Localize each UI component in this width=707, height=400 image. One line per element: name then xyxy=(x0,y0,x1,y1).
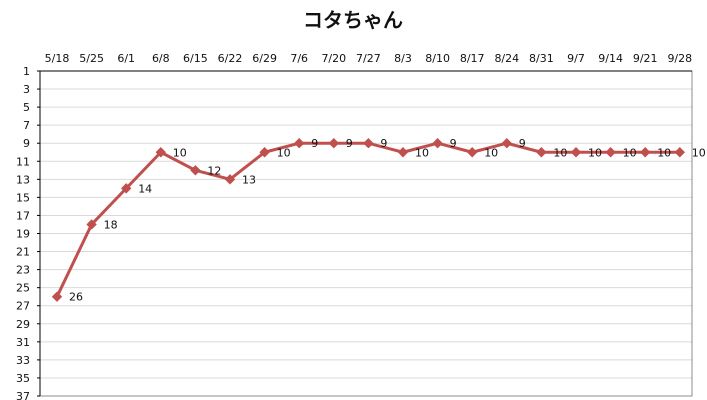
axis-layer xyxy=(37,70,693,397)
data-point xyxy=(51,291,63,302)
y-tick-label: 31 xyxy=(16,336,30,349)
data-label: 10 xyxy=(623,146,637,159)
data-label: 10 xyxy=(692,146,706,159)
y-tick-label: 1 xyxy=(23,65,30,78)
x-tick-label: 7/6 xyxy=(290,52,308,65)
data-label: 10 xyxy=(588,146,602,159)
data-point xyxy=(259,147,270,158)
x-tick-label: 5/18 xyxy=(45,52,70,65)
data-label: 9 xyxy=(380,137,387,150)
x-tick-label: 6/29 xyxy=(252,52,277,65)
y-tick-label: 15 xyxy=(16,191,30,204)
data-label: 12 xyxy=(207,164,221,177)
data-label: 18 xyxy=(104,218,118,231)
y-tick-label: 21 xyxy=(16,246,30,259)
data-point xyxy=(190,165,201,176)
data-label: 10 xyxy=(415,146,429,159)
data-point xyxy=(224,174,236,185)
data-point xyxy=(570,147,582,158)
data-point xyxy=(293,138,305,149)
x-tick-label: 5/25 xyxy=(79,52,104,65)
data-label: 9 xyxy=(311,137,318,150)
x-tick-label: 8/31 xyxy=(529,52,554,65)
chart-title: コタちゃん xyxy=(303,8,403,32)
label-layer: 26 18 14 10 12 13 10 9 9 9 10 9 10 9 10 10 10 10 10 xyxy=(69,137,706,303)
data-label: 10 xyxy=(657,146,671,159)
x-tick-label: 9/21 xyxy=(633,52,658,65)
y-tick-label: 7 xyxy=(23,119,30,132)
x-tick-label: 6/15 xyxy=(183,52,208,65)
x-tick-label: 8/24 xyxy=(494,52,519,65)
data-label: 9 xyxy=(450,137,457,150)
data-label: 10 xyxy=(173,146,187,159)
y-tick-label: 37 xyxy=(16,390,30,400)
data-point xyxy=(466,147,478,158)
data-label: 10 xyxy=(484,146,498,159)
y-tick-label: 25 xyxy=(16,282,30,295)
x-tick-label: 6/22 xyxy=(218,52,243,65)
data-label: 9 xyxy=(346,137,353,150)
data-label: 9 xyxy=(519,137,526,150)
data-point xyxy=(432,138,443,149)
data-point xyxy=(397,147,409,158)
y-tick-label: 5 xyxy=(23,101,30,114)
y-tick-label: 29 xyxy=(16,318,30,331)
data-label: 10 xyxy=(553,146,567,159)
grid-layer xyxy=(40,70,692,397)
data-point xyxy=(120,183,132,194)
data-point xyxy=(155,147,167,158)
data-point xyxy=(605,147,616,158)
data-label: 10 xyxy=(277,146,291,159)
data-label: 13 xyxy=(242,173,256,186)
data-point xyxy=(328,138,340,149)
y-tick-label: 3 xyxy=(23,83,30,96)
y-tick-label: 11 xyxy=(16,155,30,168)
x-tick-label: 8/17 xyxy=(460,52,485,65)
x-tick-label: 6/8 xyxy=(152,52,170,65)
x-tick-label: 9/7 xyxy=(567,52,585,65)
y-tick-label: 23 xyxy=(16,264,30,277)
data-label: 26 xyxy=(69,291,83,304)
x-tick-label: 9/14 xyxy=(598,52,623,65)
data-point xyxy=(363,138,374,149)
y-tick-label: 33 xyxy=(16,354,30,367)
x-tick-label: 8/10 xyxy=(425,52,450,65)
x-tick-label: 6/1 xyxy=(117,52,135,65)
y-tick-label: 17 xyxy=(16,209,30,222)
data-point xyxy=(86,219,97,230)
x-tick-layer: 5/18 5/25 6/1 6/8 6/15 6/22 6/29 7/6 7/20 7/27 8/3… xyxy=(45,52,693,65)
data-point xyxy=(501,138,513,149)
y-tick-label: 35 xyxy=(16,372,30,385)
y-tick-label: 9 xyxy=(23,137,30,150)
x-tick-label: 8/3 xyxy=(394,52,412,65)
x-tick-label: 7/27 xyxy=(356,52,381,65)
data-point xyxy=(536,147,547,158)
x-tick-label: 7/20 xyxy=(321,52,346,65)
data-point xyxy=(674,147,686,158)
data-point xyxy=(639,147,651,158)
x-tick-label: 9/28 xyxy=(667,52,692,65)
series-layer xyxy=(51,138,686,302)
y-tick-label: 13 xyxy=(16,173,30,186)
series-line xyxy=(55,141,682,299)
y-tick-label: 27 xyxy=(16,300,30,313)
data-label: 14 xyxy=(138,182,152,195)
y-tick-label: 19 xyxy=(16,228,30,241)
